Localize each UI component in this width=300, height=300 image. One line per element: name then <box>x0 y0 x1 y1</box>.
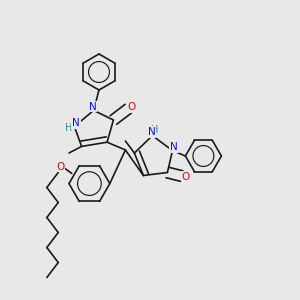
Text: O: O <box>56 161 64 172</box>
Text: N: N <box>89 101 97 112</box>
Text: H: H <box>151 125 158 135</box>
Text: N: N <box>170 142 178 152</box>
Text: N: N <box>148 127 155 137</box>
Text: O: O <box>182 172 190 182</box>
Text: N: N <box>72 118 80 128</box>
Text: H: H <box>65 123 72 133</box>
Text: O: O <box>128 102 136 112</box>
